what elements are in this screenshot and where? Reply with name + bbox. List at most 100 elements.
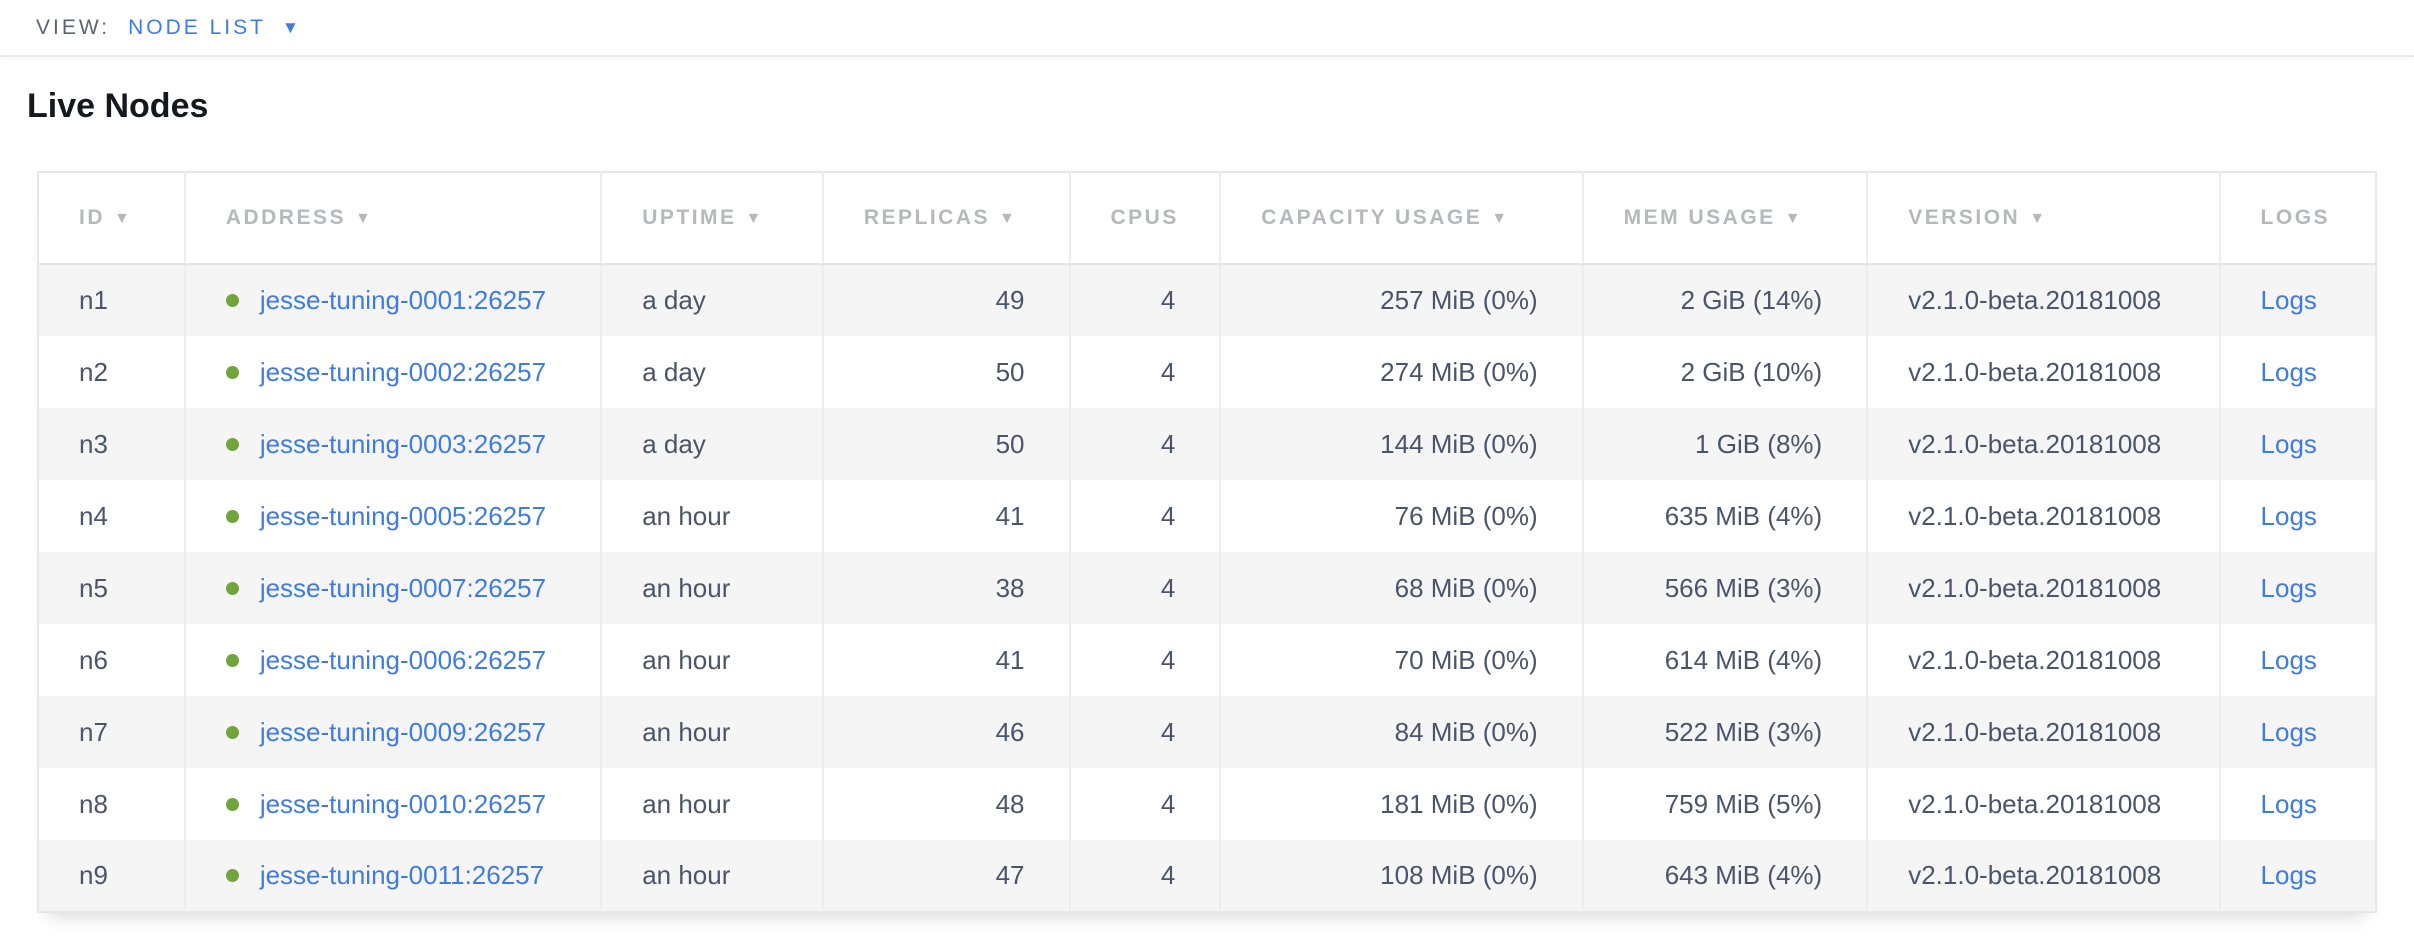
node-live-status-dot-icon	[225, 509, 239, 523]
cell-uptime: an hour	[601, 840, 824, 912]
cell-node-id: n7	[38, 696, 186, 768]
address-link[interactable]: jesse-tuning-0005:26257	[259, 500, 547, 531]
cell-address: jesse-tuning-0001:26257	[184, 264, 603, 336]
cell-mem-usage: 635 MiB (4%)	[1582, 480, 1869, 552]
logs-link[interactable]: Logs	[2260, 860, 2317, 890]
cell-node-id: n9	[38, 840, 186, 912]
column-header-uptime[interactable]: UPTIME ▼	[601, 172, 824, 265]
cell-version: v2.1.0-beta.20181008	[1867, 480, 2221, 552]
cell-mem-usage: 614 MiB (4%)	[1582, 624, 1869, 696]
cell-cpus: 4	[1069, 840, 1222, 912]
column-header-label: VERSION	[1908, 206, 2021, 229]
live-nodes-table-container: ID ▼ ADDRESS ▼ UPTIME ▼ REPLICAS ▼ CPUS CAPACITY …	[37, 171, 2377, 913]
table-row: n6 jesse-tuning-0006:26257 an hour 41 4 …	[38, 624, 2376, 696]
cell-cpus: 4	[1069, 264, 1222, 336]
column-header-label: ID	[79, 206, 105, 229]
table-row: n1 jesse-tuning-0001:26257 a day 49 4 25…	[38, 264, 2376, 336]
cell-version: v2.1.0-beta.20181008	[1867, 552, 2221, 624]
node-id: n5	[79, 572, 108, 603]
table-row: n7 jesse-tuning-0009:26257 an hour 46 4 …	[38, 696, 2376, 768]
column-header-replicas[interactable]: REPLICAS ▼	[822, 172, 1071, 265]
table-row: n4 jesse-tuning-0005:26257 an hour 41 4 …	[38, 480, 2376, 552]
cell-version: v2.1.0-beta.20181008	[1867, 336, 2221, 408]
column-header-capacity[interactable]: CAPACITY USAGE ▼	[1220, 172, 1584, 265]
logs-link[interactable]: Logs	[2260, 716, 2317, 747]
cell-address: jesse-tuning-0005:26257	[184, 480, 603, 552]
view-bar: VIEW: NODE LIST ▼	[0, 0, 2414, 57]
cell-mem-usage: 643 MiB (4%)	[1582, 840, 1869, 912]
cell-logs: Logs	[2220, 696, 2376, 768]
cell-replicas: 50	[822, 408, 1071, 480]
node-id: n2	[79, 356, 108, 387]
node-live-status-dot-icon	[225, 581, 239, 595]
cell-address: jesse-tuning-0009:26257	[184, 696, 603, 768]
table-row: n5 jesse-tuning-0007:26257 an hour 38 4 …	[38, 552, 2376, 624]
chevron-down-icon: ▼	[281, 18, 299, 37]
view-dropdown[interactable]: NODE LIST ▼	[128, 16, 299, 40]
cell-node-id: n6	[38, 624, 186, 696]
cell-cpus: 4	[1069, 768, 1222, 840]
address-link[interactable]: jesse-tuning-0001:26257	[259, 285, 547, 315]
cell-node-id: n1	[38, 264, 186, 336]
table-row: n3 jesse-tuning-0003:26257 a day 50 4 14…	[38, 408, 2376, 480]
cell-replicas: 41	[822, 624, 1071, 696]
cell-version: v2.1.0-beta.20181008	[1867, 264, 2221, 336]
column-header-label: CPUS	[1110, 206, 1179, 229]
cell-cpus: 4	[1069, 336, 1222, 408]
column-header-label: ADDRESS	[225, 206, 346, 229]
cell-node-id: n3	[38, 408, 186, 480]
column-header-label: LOGS	[2260, 206, 2331, 229]
logs-link[interactable]: Logs	[2260, 285, 2317, 315]
cell-mem-usage: 2 GiB (10%)	[1582, 336, 1869, 408]
node-live-status-dot-icon	[225, 869, 239, 882]
view-dropdown-value: NODE LIST	[128, 15, 266, 39]
cell-cpus: 4	[1069, 624, 1222, 696]
cell-uptime: a day	[601, 264, 824, 336]
column-header-version[interactable]: VERSION ▼	[1867, 172, 2221, 265]
address-link[interactable]: jesse-tuning-0003:26257	[259, 428, 547, 459]
node-id: n9	[79, 860, 108, 890]
column-header-label: CAPACITY USAGE	[1261, 206, 1483, 229]
cell-version: v2.1.0-beta.20181008	[1867, 768, 2221, 840]
cell-logs: Logs	[2220, 336, 2376, 408]
cell-address: jesse-tuning-0003:26257	[184, 408, 603, 480]
cell-node-id: n4	[38, 480, 186, 552]
logs-link[interactable]: Logs	[2260, 644, 2317, 675]
cell-mem-usage: 1 GiB (8%)	[1582, 408, 1869, 480]
column-header-mem[interactable]: MEM USAGE ▼	[1582, 172, 1869, 265]
address-link[interactable]: jesse-tuning-0011:26257	[259, 860, 545, 890]
column-header-address[interactable]: ADDRESS ▼	[184, 172, 603, 265]
column-header-cpus: CPUS	[1069, 172, 1222, 265]
column-header-id[interactable]: ID ▼	[38, 172, 186, 265]
cell-uptime: an hour	[601, 696, 824, 768]
table-row: n2 jesse-tuning-0002:26257 a day 50 4 27…	[38, 336, 2376, 408]
cell-address: jesse-tuning-0011:26257	[184, 840, 603, 912]
cell-logs: Logs	[2220, 552, 2376, 624]
cell-replicas: 41	[822, 480, 1071, 552]
cell-node-id: n8	[38, 768, 186, 840]
cell-logs: Logs	[2220, 480, 2376, 552]
address-link[interactable]: jesse-tuning-0006:26257	[259, 644, 547, 675]
cell-uptime: an hour	[601, 624, 824, 696]
column-header-label: REPLICAS	[863, 206, 991, 229]
cell-version: v2.1.0-beta.20181008	[1867, 696, 2221, 768]
cell-capacity-usage: 144 MiB (0%)	[1220, 408, 1584, 480]
logs-link[interactable]: Logs	[2260, 788, 2317, 819]
cell-mem-usage: 566 MiB (3%)	[1582, 552, 1869, 624]
cell-replicas: 47	[822, 840, 1071, 912]
cell-cpus: 4	[1069, 408, 1222, 480]
address-link[interactable]: jesse-tuning-0002:26257	[259, 356, 547, 387]
address-link[interactable]: jesse-tuning-0007:26257	[259, 572, 547, 603]
node-id: n4	[79, 500, 108, 531]
logs-link[interactable]: Logs	[2260, 428, 2317, 459]
logs-link[interactable]: Logs	[2260, 500, 2317, 531]
node-live-status-dot-icon	[225, 294, 239, 307]
cell-capacity-usage: 76 MiB (0%)	[1220, 480, 1584, 552]
cell-address: jesse-tuning-0002:26257	[184, 336, 603, 408]
address-link[interactable]: jesse-tuning-0009:26257	[259, 716, 547, 747]
logs-link[interactable]: Logs	[2260, 356, 2317, 387]
node-id: n3	[79, 428, 108, 459]
logs-link[interactable]: Logs	[2260, 572, 2317, 603]
view-label: VIEW:	[36, 15, 111, 39]
address-link[interactable]: jesse-tuning-0010:26257	[259, 788, 547, 819]
